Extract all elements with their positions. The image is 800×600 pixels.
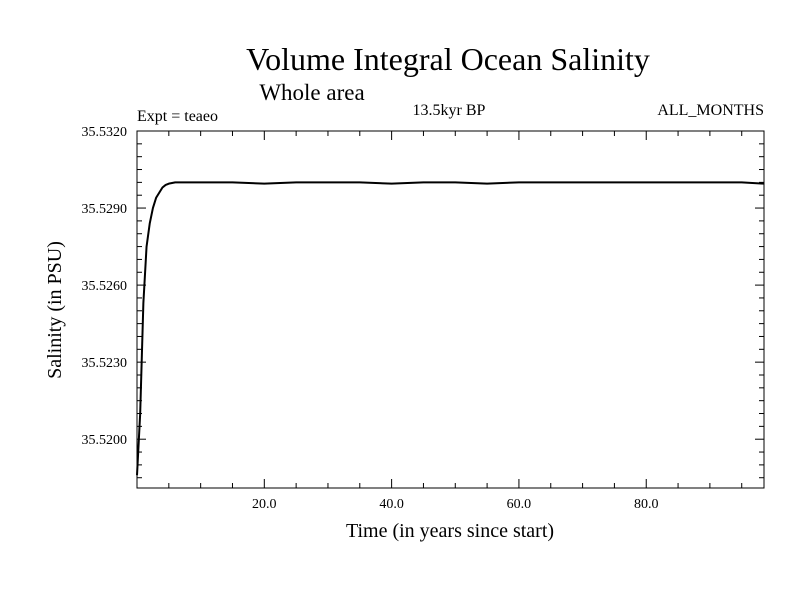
y-tick-label: 35.5230 (82, 356, 128, 371)
x-tick-label: 20.0 (252, 497, 277, 512)
salinity-series-line (136, 181, 765, 476)
chart-title: Volume Integral Ocean Salinity (246, 41, 650, 77)
x-tick-label: 60.0 (507, 497, 532, 512)
plot-frame (136, 130, 765, 489)
y-tick-label: 35.5200 (82, 433, 128, 448)
series-group (136, 181, 765, 476)
season-label: ALL_MONTHS (657, 102, 764, 119)
axis-ticks (137, 130, 764, 488)
y-axis-label: Salinity (in PSU) (44, 241, 66, 379)
chart-subtitle: Whole area (259, 80, 364, 105)
period-label: 13.5kyr BP (413, 102, 486, 119)
x-tick-label: 40.0 (379, 497, 404, 512)
experiment-label: Expt = teaeo (137, 108, 218, 125)
x-tick-label: 80.0 (634, 497, 659, 512)
tick-labels: 20.0 40.0 60.0 80.0 35.5200 35.5230 35.5260 35.… (82, 125, 659, 512)
x-axis-label: Time (in years since start) (346, 520, 554, 542)
y-tick-label: 35.5260 (82, 279, 128, 294)
y-tick-label: 35.5320 (82, 125, 128, 140)
y-tick-label: 35.5290 (82, 202, 128, 217)
